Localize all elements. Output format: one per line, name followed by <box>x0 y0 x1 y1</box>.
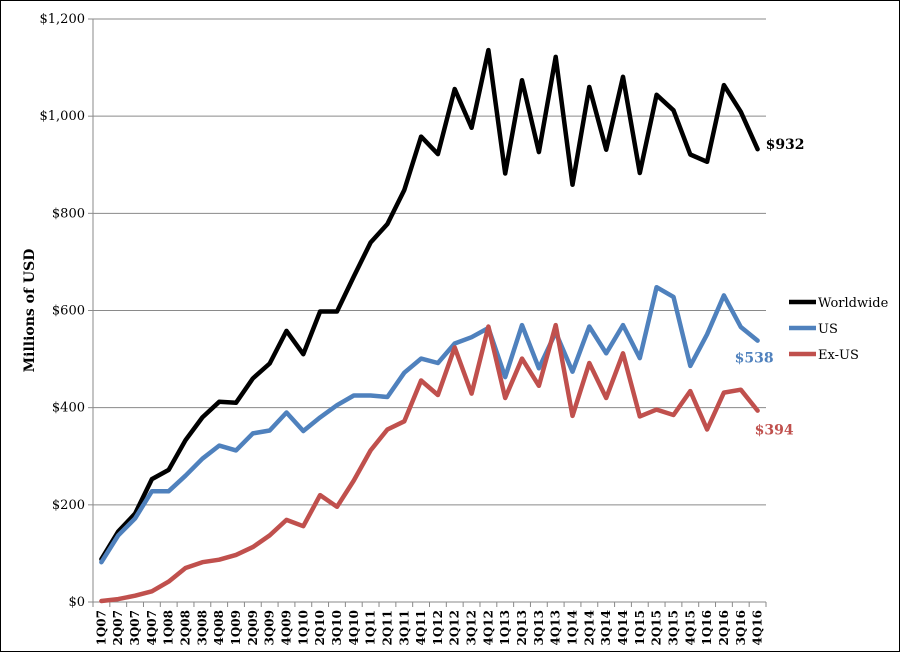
x-tick-label: 1Q07 <box>94 610 108 646</box>
x-tick-label: 2Q15 <box>650 610 664 646</box>
x-tick-label: 1Q16 <box>700 610 714 646</box>
x-tick-label: 2Q13 <box>515 610 529 646</box>
x-tick-label: 2Q12 <box>448 610 462 646</box>
legend-label-us: US <box>818 322 838 337</box>
x-tick-label: 2Q10 <box>313 610 327 646</box>
y-tick-label: $0 <box>68 595 85 610</box>
x-tick-label: 2Q09 <box>246 610 260 646</box>
x-tick-label: 1Q12 <box>431 610 445 646</box>
x-tick-label: 3Q12 <box>465 610 479 646</box>
end-label-us: $538 <box>735 351 774 367</box>
x-tick-label: 3Q16 <box>734 610 748 646</box>
x-tick-label: 3Q14 <box>599 610 613 646</box>
x-tick-label: 4Q11 <box>414 610 428 646</box>
x-tick-label: 2Q16 <box>717 610 731 646</box>
y-tick-label: $800 <box>52 206 85 221</box>
x-tick-label: 4Q15 <box>683 610 697 646</box>
end-label-worldwide: $932 <box>766 137 805 153</box>
x-tick-label: 1Q09 <box>229 610 243 646</box>
x-tick-label: 4Q08 <box>212 610 226 646</box>
x-tick-label: 4Q14 <box>616 610 630 646</box>
x-tick-label: 1Q15 <box>633 610 647 646</box>
end-labels: $932 $538 $394 <box>735 137 805 438</box>
y-tick-label: $400 <box>52 401 85 416</box>
legend: Worldwide US Ex-US <box>789 296 889 363</box>
x-tick-label: 4Q10 <box>347 610 361 646</box>
axes <box>88 18 767 607</box>
x-tick-label: 4Q16 <box>751 610 765 646</box>
x-tick-label: 3Q10 <box>330 610 344 646</box>
x-tick-label: 3Q11 <box>397 610 411 646</box>
x-tick-label: 4Q13 <box>549 610 563 646</box>
series-line-worldwide <box>99 47 760 562</box>
y-tick-label: $600 <box>52 304 85 319</box>
x-tick-labels: 1Q07 2Q07 3Q07 4Q07 1Q08 2Q08 3Q08 4Q08 1Q09 2Q09… <box>94 610 764 646</box>
x-tick-label: 1Q08 <box>162 610 176 646</box>
y-tick-label: $1,200 <box>40 12 86 27</box>
x-tick-label: 2Q14 <box>582 610 596 646</box>
y-tick-label: $200 <box>52 498 85 513</box>
x-tick-label: 1Q10 <box>296 610 310 646</box>
x-tick-label: 1Q11 <box>364 610 378 646</box>
x-tick-label: 1Q13 <box>498 610 512 646</box>
legend-label-worldwide: Worldwide <box>818 296 889 311</box>
y-axis-label: Millions of USD <box>22 249 38 373</box>
x-tick-label: 3Q07 <box>128 610 142 646</box>
x-tick-label: 3Q09 <box>263 610 277 646</box>
y-tick-labels: $0 $200 $400 $600 $800 $1,000 $1,200 <box>40 12 86 610</box>
series-line-ex-us <box>99 322 760 604</box>
x-tick-label: 4Q07 <box>145 610 159 646</box>
gridlines <box>93 18 766 506</box>
x-tick-label: 3Q13 <box>532 610 546 646</box>
x-tick-label: 4Q09 <box>279 610 293 646</box>
x-tick-label: 2Q08 <box>179 610 193 646</box>
y-tick-label: $1,000 <box>40 109 86 124</box>
series-line-us <box>99 284 760 565</box>
x-tick-label: 3Q08 <box>195 610 209 646</box>
end-label-ex-us: $394 <box>755 423 794 439</box>
x-tick-label: 4Q12 <box>481 610 495 646</box>
series-lines <box>99 47 760 604</box>
x-tick-label: 3Q15 <box>666 610 680 646</box>
legend-label-ex-us: Ex-US <box>818 348 859 363</box>
x-tick-label: 2Q07 <box>111 610 125 646</box>
x-tick-label: 2Q11 <box>380 610 394 646</box>
x-tick-label: 1Q14 <box>566 610 580 646</box>
